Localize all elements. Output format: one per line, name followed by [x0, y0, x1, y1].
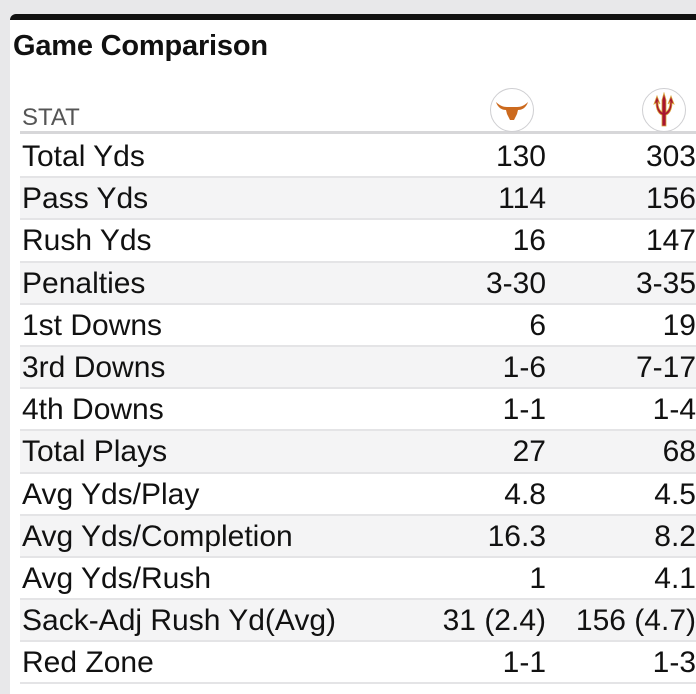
team-a-value: 1	[529, 561, 546, 595]
stat-name: Pass Yds	[22, 182, 149, 216]
team-b-value: 147	[645, 224, 696, 258]
stat-name: Avg Yds/Play	[22, 477, 200, 511]
table-row: Rush Yds 16 147	[20, 220, 696, 263]
stat-name: Sack-Adj Rush Yd(Avg)	[22, 604, 337, 638]
team-b-value: 68	[662, 435, 696, 469]
team-a-value: 3-30	[485, 266, 546, 300]
team-b-value: 1-4	[652, 393, 696, 427]
team-a-value: 114	[498, 182, 546, 216]
team-b-value: 156	[645, 182, 696, 216]
stat-name: Penalties	[22, 266, 146, 300]
longhorn-icon[interactable]	[490, 88, 534, 132]
team-b-value: 1-3	[652, 646, 696, 680]
table-row: Avg Yds/Rush 1 4.1	[20, 558, 696, 601]
team-a-value: 16.3	[487, 519, 546, 553]
stat-name: Red Zone	[22, 646, 154, 680]
table-row: Penalties 3-30 3-35	[20, 262, 696, 305]
stat-name: Avg Yds/Completion	[22, 519, 293, 553]
team-b-value: 303	[645, 140, 696, 173]
table-row: Avg Yds/Completion 16.3 8.2	[20, 515, 696, 558]
team-a-value: 1-1	[502, 646, 546, 680]
stats-table: Total Yds 130 303 Pass Yds 114 156 Rush Yds 16 1…	[20, 136, 696, 685]
team-b-value: 4.1	[654, 561, 696, 595]
stat-name: Avg Yds/Rush	[22, 561, 212, 595]
team-a-value: 130	[495, 140, 546, 173]
team-b-value: 3-35	[635, 266, 696, 300]
team-a-value: 31 (2.4)	[442, 604, 546, 638]
table-header: STAT	[20, 82, 696, 134]
table-row: Total Yds 130 303	[20, 136, 696, 179]
team-a-value: 27	[512, 435, 546, 469]
table-row: Pass Yds 114 156	[20, 178, 696, 221]
team-a-value: 16	[512, 224, 546, 258]
team-b-value: 4.5	[654, 477, 696, 511]
table-row: Sack-Adj Rush Yd(Avg) 31 (2.4) 156 (4.7)	[20, 600, 696, 643]
stat-name: Total Yds	[22, 140, 145, 173]
table-row: 4th Downs 1-1 1-4	[20, 389, 696, 432]
table-row: Red Zone 1-1 1-3	[20, 642, 696, 685]
stat-name: 4th Downs	[22, 393, 164, 427]
game-comparison-card: Game Comparison STAT Total Yds 130 303 Pass…	[10, 14, 696, 694]
table-row: Avg Yds/Play 4.8 4.5	[20, 474, 696, 516]
team-a-value: 6	[529, 308, 546, 342]
team-a-value: 1-1	[502, 393, 546, 427]
pitchfork-icon[interactable]	[642, 88, 686, 132]
stat-name: Rush Yds	[22, 224, 152, 258]
table-row: 3rd Downs 1-6 7-17	[20, 346, 696, 390]
team-b-value: 156 (4.7)	[575, 604, 696, 638]
page-title: Game Comparison	[13, 30, 268, 62]
stat-name: 1st Downs	[22, 308, 163, 342]
team-b-value: 19	[662, 308, 696, 342]
stat-name: Total Plays	[22, 435, 168, 469]
stat-column-header: STAT	[22, 104, 80, 131]
table-row: Total Plays 27 68	[20, 431, 696, 474]
table-row: 1st Downs 6 19	[20, 305, 696, 347]
team-a-value: 4.8	[504, 477, 546, 511]
team-a-value: 1-6	[502, 350, 546, 384]
stat-name: 3rd Downs	[22, 350, 166, 384]
team-b-value: 7-17	[635, 350, 696, 384]
team-b-value: 8.2	[654, 519, 696, 553]
